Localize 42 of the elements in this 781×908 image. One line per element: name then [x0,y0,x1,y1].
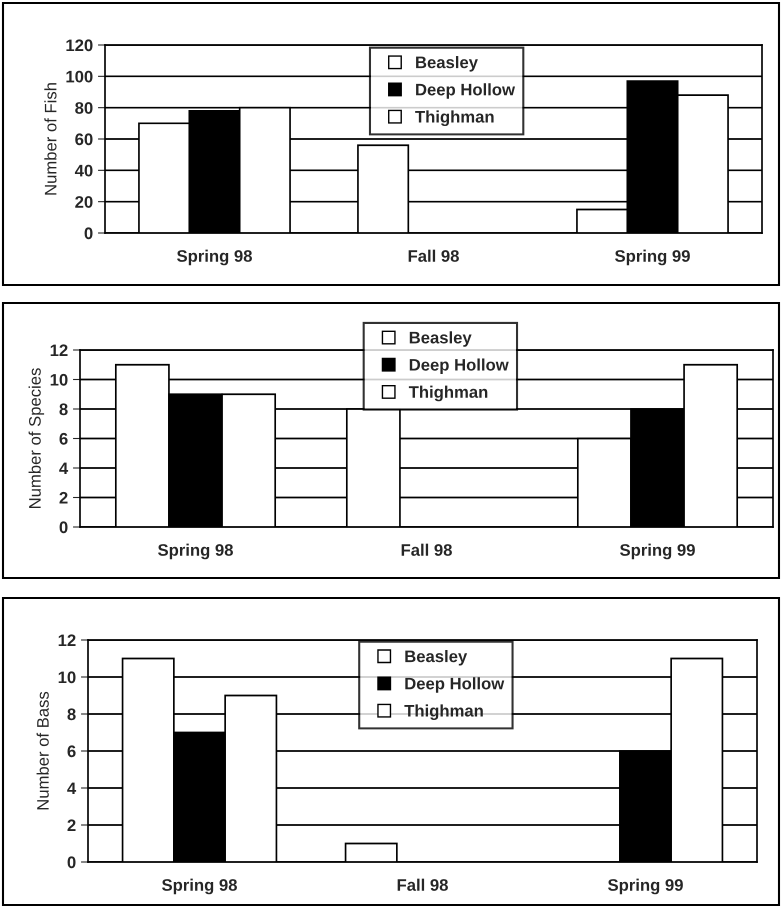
x-tick-label: Fall 98 [402,544,452,556]
y-tick-label: 12 [50,344,68,356]
y-tick-label: 20 [75,196,93,208]
y-tick-label: 6 [68,745,76,758]
y-tick-label: 4 [67,782,76,794]
y-tick-label: 40 [74,164,93,177]
legend-label: Thighman [415,110,494,126]
y-tick-label: 120 [66,39,93,52]
y-tick-label: 2 [60,492,68,504]
x-tick-label: Spring 98 [158,544,233,560]
x-tick-label: Spring 99 [620,544,695,560]
legend-label: Beasley [405,650,468,666]
y-tick-label: 8 [67,708,76,720]
y-tick-label: 60 [75,133,93,146]
y-tick-label: 8 [59,403,68,416]
x-tick-label: Spring 98 [162,878,237,894]
legend-label: Thighman [404,704,483,720]
x-tick-label: Fall 98 [398,878,448,891]
legend-label: Deep Hollow [410,358,509,374]
legend-label: Thighman [408,386,488,402]
y-tick-label: 0 [68,856,76,868]
x-tick-label: Spring 98 [177,250,252,266]
y-tick-label: 6 [60,432,68,445]
y-tick-label: 80 [75,102,93,114]
y-tick-label: 100 [66,70,93,83]
x-tick-label: Spring 99 [608,878,683,894]
y-tick-label: 4 [59,462,68,474]
y-tick-label: 10 [58,671,76,684]
y-tick-label: 10 [50,374,68,386]
y-axis-title: Number of Species [28,368,44,508]
y-tick-label: 2 [68,819,76,832]
x-tick-label: Spring 99 [615,250,690,266]
legend-label: Beasley [416,56,478,72]
y-tick-label: 0 [84,227,93,240]
legend-label: Deep Hollow [405,677,504,693]
y-axis-title: Number of Bass [36,692,49,810]
legend-label: Beasley [410,331,472,347]
y-tick-label: 12 [58,634,76,646]
y-axis-title: Number of Fish [44,83,57,195]
x-tick-label: Fall 98 [408,250,459,262]
y-tick-label: 0 [60,521,68,534]
legend-label: Deep Hollow [416,83,516,99]
